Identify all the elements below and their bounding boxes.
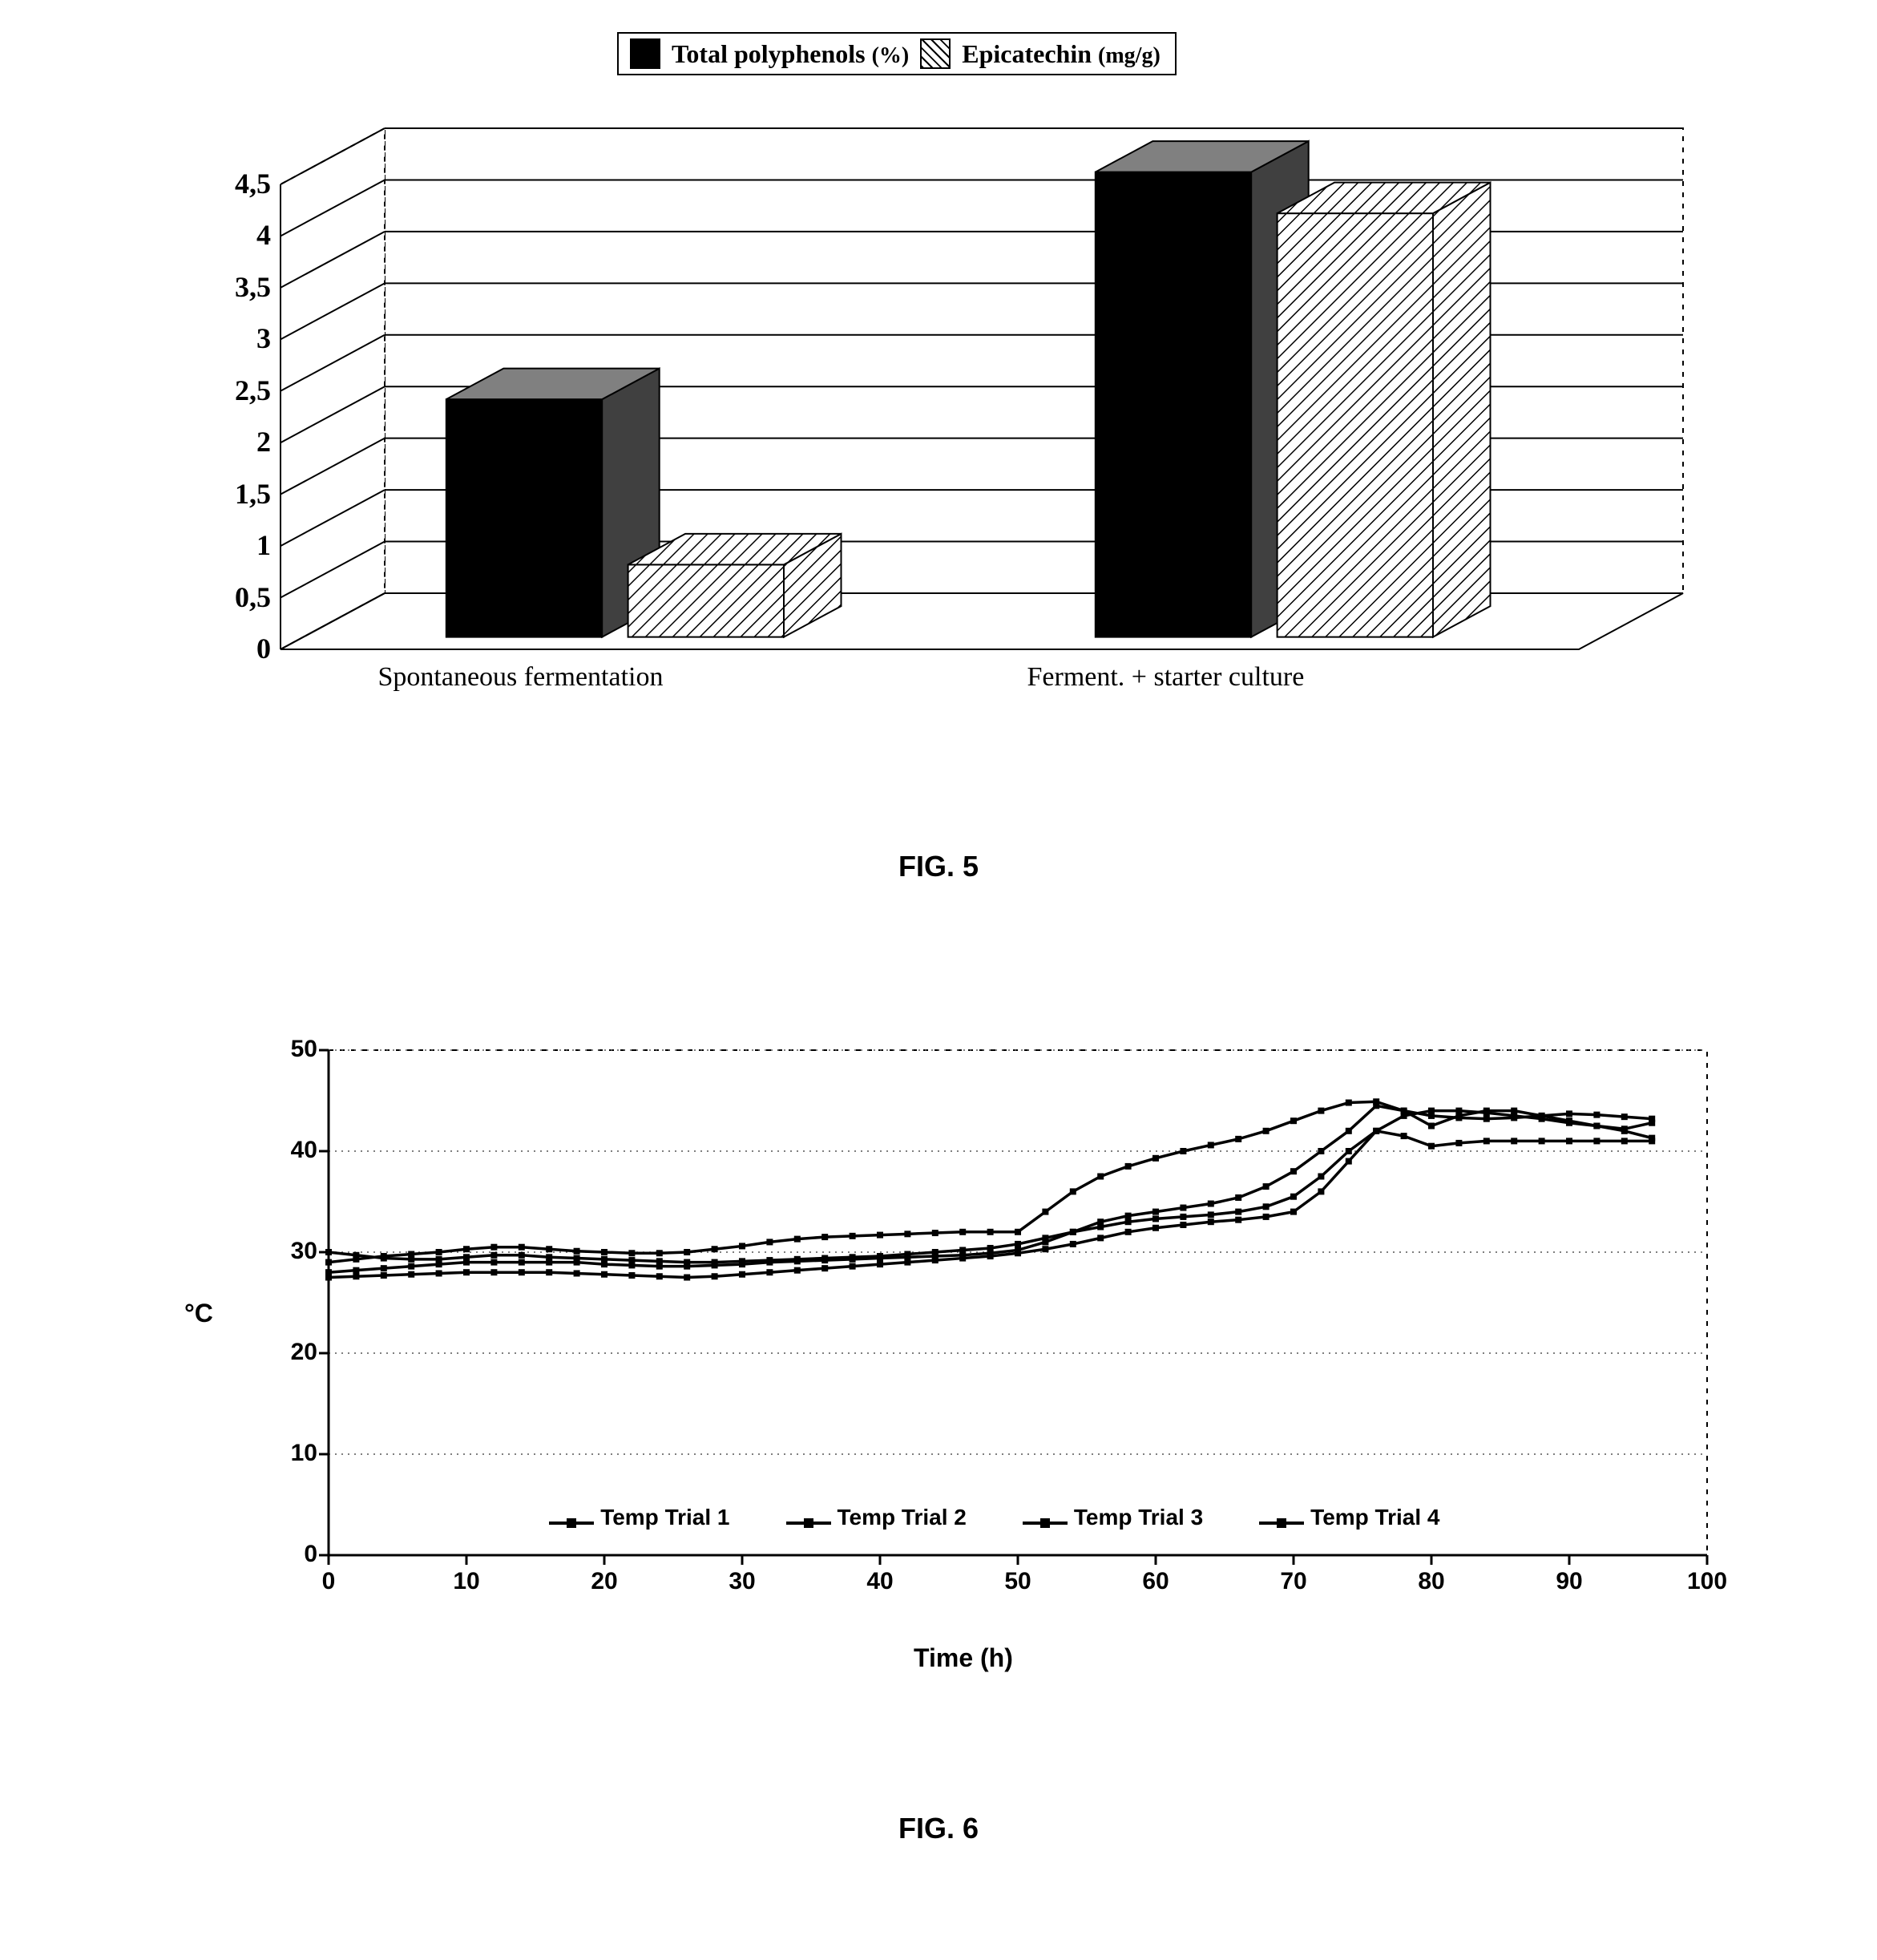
fig6-ylabel: °C (184, 1299, 213, 1328)
fig6-caption: FIG. 6 (0, 1812, 1877, 1845)
line-marker-icon (549, 1518, 594, 1528)
fig6-xtick: 10 (442, 1568, 490, 1595)
fig6-ytick: 50 (261, 1036, 317, 1063)
fig5-legend: Total polyphenols (%) Epicatechin (mg/g) (617, 32, 1177, 75)
line-marker-icon (1023, 1518, 1068, 1528)
fig6-legend-label: Temp Trial 1 (600, 1505, 729, 1530)
fig5-ytick: 4,5 (208, 167, 271, 200)
fig6-xtick: 60 (1132, 1568, 1180, 1595)
fig6-ytick: 0 (261, 1541, 317, 1568)
fig6-xlabel: Time (h) (914, 1643, 1013, 1673)
fig5-legend-label-2: Epicatechin (mg/g) (962, 39, 1161, 69)
fig5-category-label: Spontaneous fermentation (378, 662, 664, 693)
fig5-ytick: 0,5 (208, 580, 271, 614)
fig5-ytick: 2,5 (208, 374, 271, 407)
fig6-ytick: 40 (261, 1137, 317, 1164)
fig6-xtick: 0 (305, 1568, 353, 1595)
line-marker-icon (1259, 1518, 1304, 1528)
fig5-ytick: 3,5 (208, 270, 271, 304)
fig6-ytick: 20 (261, 1339, 317, 1366)
fig5-svg (200, 88, 1723, 713)
page: Total polyphenols (%) Epicatechin (mg/g) (0, 0, 1877, 1960)
fig5-ytick: 0 (208, 632, 271, 665)
fig6-xtick: 100 (1683, 1568, 1731, 1595)
fig5-plot-area: 0 0,5 1 1,5 2 2,5 3 3,5 4 4,5 Spontaneous ferment… (200, 88, 1723, 713)
fig5-legend-swatch-solid (630, 38, 660, 69)
fig5-ytick: 1,5 (208, 477, 271, 511)
fig5-ytick: 3 (208, 321, 271, 355)
fig5-category-label: Ferment. + starter culture (1027, 662, 1305, 693)
fig5-legend-text-1: Total polyphenols (672, 39, 866, 68)
fig6-legend-label: Temp Trial 3 (1074, 1505, 1203, 1530)
fig6-xtick: 90 (1545, 1568, 1593, 1595)
fig6-ytick: 10 (261, 1440, 317, 1467)
fig6-ytick: 30 (261, 1238, 317, 1265)
fig6-xtick: 20 (580, 1568, 628, 1595)
fig6-legend-label: Temp Trial 4 (1310, 1505, 1439, 1530)
fig5-legend-label-1: Total polyphenols (%) (672, 39, 909, 69)
fig5-legend-swatch-hatch (920, 38, 951, 69)
fig5-ytick: 4 (208, 218, 271, 252)
fig5-legend-unit-1: (%) (872, 43, 910, 68)
fig6-xtick: 70 (1269, 1568, 1318, 1595)
fig6-legend: Temp Trial 1 Temp Trial 2 Temp Trial 3 Temp… (549, 1505, 1439, 1530)
fig6-plot-area: 0 10 20 30 40 50 0 10 20 30 40 50 60 70 80 90 100 Temp … (256, 1034, 1731, 1675)
fig6-container: 0 10 20 30 40 50 0 10 20 30 40 50 60 70 80 90 100 Temp … (208, 1034, 1731, 1675)
fig6-xtick: 50 (994, 1568, 1042, 1595)
fig6-legend-item: Temp Trial 3 (1023, 1505, 1203, 1530)
fig6-xtick: 30 (718, 1568, 766, 1595)
fig5-legend-text-2: Epicatechin (962, 39, 1092, 68)
fig6-legend-item: Temp Trial 2 (786, 1505, 967, 1530)
fig6-legend-item: Temp Trial 4 (1259, 1505, 1439, 1530)
fig6-legend-item: Temp Trial 1 (549, 1505, 729, 1530)
fig6-legend-label: Temp Trial 2 (838, 1505, 967, 1530)
fig5-ytick: 1 (208, 528, 271, 562)
fig5-legend-unit-2: (mg/g) (1098, 43, 1161, 68)
fig6-xtick: 40 (856, 1568, 904, 1595)
fig5-caption: FIG. 5 (0, 850, 1877, 883)
fig6-xtick: 80 (1407, 1568, 1455, 1595)
line-marker-icon (786, 1518, 831, 1528)
fig5-ytick: 2 (208, 425, 271, 459)
